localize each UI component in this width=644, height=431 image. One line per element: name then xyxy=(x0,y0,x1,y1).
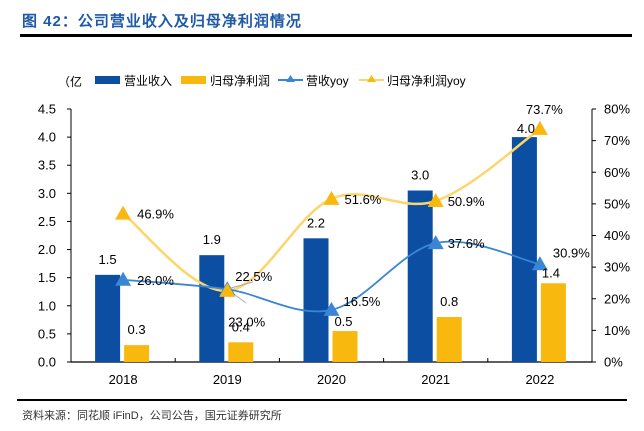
bar-revenue xyxy=(95,274,121,362)
data-label-revenue: 3.0 xyxy=(411,168,429,183)
right-axis-tick-label: 70% xyxy=(604,133,630,148)
left-axis-tick-label: 3.5 xyxy=(38,158,56,173)
left-axis-tick-label: 0.0 xyxy=(38,355,56,370)
data-label-net-profit-yoy: 51.6% xyxy=(345,192,382,207)
data-label-net-profit-yoy: 73.7% xyxy=(526,102,563,117)
data-label-revenue: 2.2 xyxy=(307,215,325,230)
line-net-profit-yoy xyxy=(122,127,541,293)
right-axis-tick-label: 30% xyxy=(604,260,630,275)
left-axis-tick-label: 2.5 xyxy=(38,214,56,229)
bar-net-profit xyxy=(332,331,358,362)
left-axis-tick-label: 1.5 xyxy=(38,270,56,285)
marker-net-profit-yoy xyxy=(323,190,340,205)
data-label-net-profit-yoy: 22.5% xyxy=(235,269,272,284)
legend-label-revenue: 营业收入 xyxy=(124,74,172,88)
data-label-revenue-yoy: 30.9% xyxy=(553,245,590,260)
left-axis-unit-label: （亿 xyxy=(58,74,82,89)
legend-marker-revenue-yoy xyxy=(286,75,295,82)
data-label-revenue-yoy: 23.0% xyxy=(228,314,265,329)
marker-net-profit-yoy xyxy=(115,205,132,220)
figure-title: 图 42：公司营业收入及归母净利润情况 xyxy=(22,13,302,30)
data-label-revenue-yoy: 37.6% xyxy=(448,236,485,251)
bar-revenue xyxy=(511,137,537,362)
bars xyxy=(95,137,566,362)
chart: （亿 营业收入 归母净利润 营收yoy 归母净利润yoy 0.0 0.5 1.0 1.… xyxy=(38,74,631,388)
marker-revenue-yoy xyxy=(427,235,444,250)
data-label-net-profit: 0.3 xyxy=(128,322,146,337)
x-axis-tick-label: 2020 xyxy=(317,372,346,387)
right-axis-tick-label: 20% xyxy=(604,291,630,306)
legend-swatch-revenue xyxy=(95,76,120,84)
bar-revenue xyxy=(199,255,225,362)
bar-revenue xyxy=(303,238,329,362)
right-axis-tick-label: 10% xyxy=(604,323,630,338)
left-axis-tick-label: 1.0 xyxy=(38,298,56,313)
source-note: 资料来源：同花顺 iFinD，公司公告，国元证券研究所 xyxy=(22,410,282,422)
bar-revenue xyxy=(407,190,433,362)
data-label-revenue: 4.0 xyxy=(517,121,535,136)
data-label-revenue: 1.9 xyxy=(203,232,221,247)
title-rule xyxy=(20,34,632,37)
marker-net-profit-yoy xyxy=(531,120,548,135)
marker-net-profit-yoy xyxy=(219,282,236,297)
marker-revenue-yoy xyxy=(531,256,548,271)
legend-label-net-profit: 归母净利润 xyxy=(210,74,270,88)
data-labels: 1.5 1.9 2.2 3.0 4.0 0.3 0.4 0.5 0.8 1.4 26.0% 23.0%… xyxy=(99,102,591,337)
left-axis-tick-label: 3.0 xyxy=(38,186,56,201)
data-label-net-profit: 0.5 xyxy=(334,314,352,329)
bar-net-profit xyxy=(228,342,254,362)
left-axis-tick-label: 4.0 xyxy=(38,130,56,145)
left-axis-tick-label: 0.5 xyxy=(38,326,56,341)
data-label-net-profit: 1.4 xyxy=(542,265,560,280)
line-revenue-yoy xyxy=(123,240,541,313)
left-axis-tick-label: 4.5 xyxy=(38,102,56,117)
x-axis-tick-label: 2018 xyxy=(109,372,138,387)
right-axis-tick-label: 0% xyxy=(604,355,623,370)
axes: 0.0 0.5 1.0 1.5 2.0 2.5 3.0 3.5 4.0 4.5 0% 10% 20% 30… xyxy=(38,102,631,388)
legend-label-revenue-yoy: 营收yoy xyxy=(306,74,349,88)
left-axis-tick-label: 2.0 xyxy=(38,242,56,257)
marker-net-profit-yoy xyxy=(427,193,444,208)
right-axis-tick-label: 50% xyxy=(604,196,630,211)
right-axis-tick-label: 40% xyxy=(604,228,630,243)
bar-net-profit xyxy=(540,283,566,362)
legend-swatch-net-profit xyxy=(181,76,206,84)
right-axis-tick-label: 60% xyxy=(604,165,630,180)
x-axis-tick-label: 2019 xyxy=(213,372,242,387)
x-axis-tick-label: 2021 xyxy=(421,372,450,387)
legend-marker-net-profit-yoy xyxy=(367,75,376,82)
data-label-revenue-yoy: 26.0% xyxy=(137,273,174,288)
marker-revenue-yoy xyxy=(115,271,132,286)
lines xyxy=(115,120,548,316)
legend-label-net-profit-yoy: 归母净利润yoy xyxy=(387,74,466,88)
leader-line xyxy=(231,281,254,289)
source-rule xyxy=(17,399,627,401)
data-label-net-profit-yoy: 46.9% xyxy=(137,207,174,222)
right-axis-tick-label: 80% xyxy=(604,102,630,117)
data-label-net-profit: 0.8 xyxy=(440,294,458,309)
marker-revenue-yoy xyxy=(323,301,340,316)
data-label-net-profit: 0.4 xyxy=(232,319,250,334)
bar-net-profit xyxy=(124,345,150,362)
data-label-net-profit-yoy: 50.9% xyxy=(448,194,485,209)
data-label-revenue: 1.5 xyxy=(99,252,117,267)
x-axis-tick-label: 2022 xyxy=(525,372,554,387)
bar-net-profit xyxy=(436,317,462,362)
data-label-revenue-yoy: 16.5% xyxy=(344,294,381,309)
legend: （亿 营业收入 归母净利润 营收yoy 归母净利润yoy xyxy=(58,74,466,89)
